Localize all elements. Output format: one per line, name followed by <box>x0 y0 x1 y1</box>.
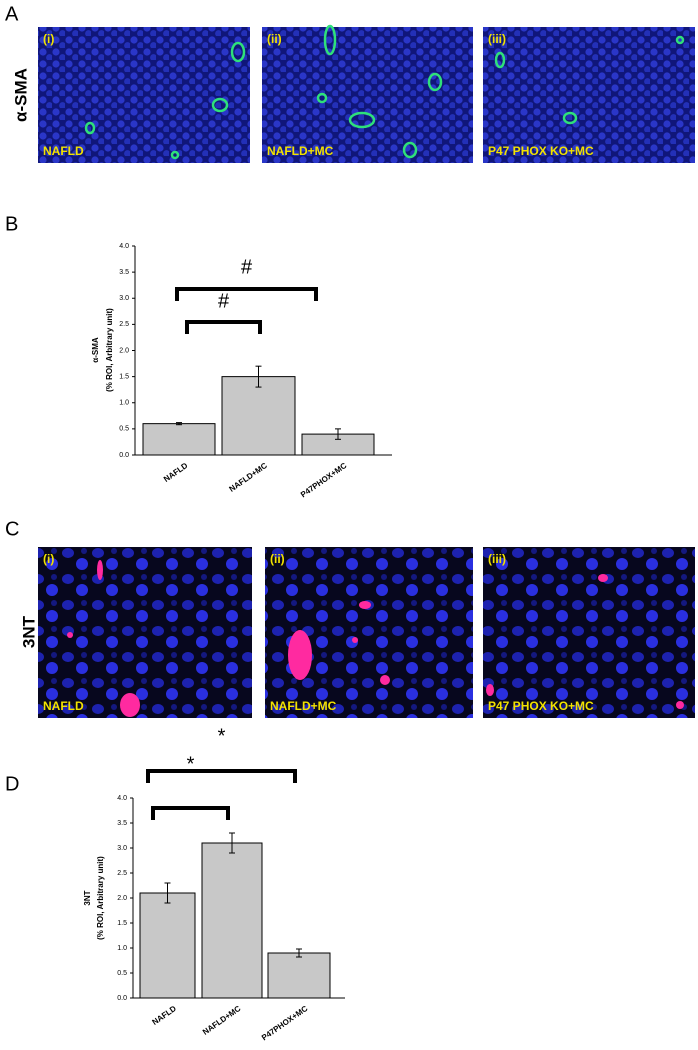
error-bar <box>176 422 182 426</box>
image-label: NAFLD+MC <box>270 699 337 713</box>
y-axis-unit: (% ROI, Arbitrary unit) <box>105 308 114 392</box>
y-tick-label: 0.0 <box>119 452 129 459</box>
stain-signal <box>67 632 73 638</box>
panel-letter: A <box>5 3 19 25</box>
y-tick-label: 4.0 <box>117 795 127 802</box>
stain-label: α-SMA <box>11 68 30 122</box>
stain-signal <box>562 111 578 125</box>
micrograph <box>38 547 252 718</box>
stain-signal <box>323 24 337 56</box>
x-tick-label: P47PHOX+MC <box>260 1004 310 1042</box>
image-index: (ii) <box>267 32 282 46</box>
x-tick-label: NAFLD+MC <box>227 461 269 494</box>
image-label: NAFLD <box>43 144 84 158</box>
y-axis-title: α-SMA <box>91 337 100 363</box>
y-tick-label: 2.0 <box>119 347 129 354</box>
error-bar <box>229 832 235 854</box>
stain-signal <box>402 141 418 159</box>
y-tick-label: 2.5 <box>119 321 129 328</box>
image-label: NAFLD <box>43 699 84 713</box>
y-tick-label: 1.5 <box>119 373 129 380</box>
micrograph <box>38 27 250 163</box>
micrograph <box>483 547 695 718</box>
error-bar <box>335 428 341 440</box>
image-label: P47 PHOX KO+MC <box>488 144 594 158</box>
y-tick-label: 0.0 <box>117 995 127 1002</box>
bar <box>142 423 216 456</box>
image-index: (ii) <box>270 552 285 566</box>
significance-mark: * <box>187 753 195 775</box>
stain-signal <box>494 51 506 69</box>
y-tick-label: 2.0 <box>117 895 127 902</box>
stain-signal <box>352 637 358 643</box>
y-tick-label: 0.5 <box>117 970 127 977</box>
y-tick-label: 3.5 <box>117 820 127 827</box>
significance-bracket <box>146 769 297 783</box>
y-tick-label: 3.5 <box>119 269 129 276</box>
stain-signal <box>288 630 312 680</box>
y-tick-label: 2.5 <box>117 870 127 877</box>
image-index: (iii) <box>488 32 506 46</box>
y-tick-label: 4.0 <box>119 243 129 250</box>
significance-bracket <box>185 320 262 334</box>
image-label: P47 PHOX KO+MC <box>488 699 594 713</box>
bar <box>201 842 263 999</box>
image-index: (i) <box>43 32 54 46</box>
panel-letter: B <box>5 213 18 235</box>
stain-signal <box>97 560 103 580</box>
stain-signal <box>427 72 443 92</box>
stain-label: 3NT <box>19 615 38 648</box>
x-tick-label: NAFLD <box>162 461 190 484</box>
y-tick-label: 1.0 <box>119 400 129 407</box>
significance-mark: # <box>241 256 253 278</box>
y-tick-label: 3.0 <box>117 845 127 852</box>
stain-signal <box>230 41 246 63</box>
stain-signal <box>316 92 328 104</box>
y-axis-unit: (% ROI, Arbitrary unit) <box>96 856 105 940</box>
error-bar <box>296 948 302 958</box>
image-label: NAFLD+MC <box>267 144 334 158</box>
stain-signal <box>359 601 371 609</box>
image-index: (i) <box>43 552 54 566</box>
bar <box>267 952 331 999</box>
x-tick-label: NAFLD+MC <box>201 1004 243 1037</box>
error-bar <box>255 365 262 388</box>
panel-letter: C <box>5 518 19 540</box>
significance-mark: # <box>218 290 230 312</box>
stain-signal <box>380 675 390 685</box>
stain-signal <box>676 701 684 709</box>
stain-signal <box>84 121 96 135</box>
significance-mark: * <box>218 725 226 747</box>
stain-signal <box>170 150 180 160</box>
stain-signal <box>675 35 685 45</box>
y-tick-label: 0.5 <box>119 426 129 433</box>
stain-signal <box>120 693 140 717</box>
x-tick-label: P47PHOX+MC <box>299 461 349 499</box>
significance-bracket <box>151 806 230 820</box>
panel-letter: D <box>5 773 19 795</box>
error-bar <box>164 882 171 904</box>
y-axis-title: 3NT <box>83 890 92 905</box>
y-tick-label: 1.0 <box>117 945 127 952</box>
y-tick-label: 3.0 <box>119 295 129 302</box>
micrograph <box>483 27 695 163</box>
x-tick-label: NAFLD <box>150 1004 178 1027</box>
stain-signal <box>348 111 376 129</box>
image-index: (iii) <box>488 552 506 566</box>
bar <box>221 376 296 456</box>
stain-signal <box>211 97 229 113</box>
stain-signal <box>486 684 494 696</box>
stain-signal <box>598 574 608 582</box>
y-tick-label: 1.5 <box>117 920 127 927</box>
significance-bracket <box>175 287 318 301</box>
bar <box>139 892 196 999</box>
micrograph <box>262 27 473 163</box>
